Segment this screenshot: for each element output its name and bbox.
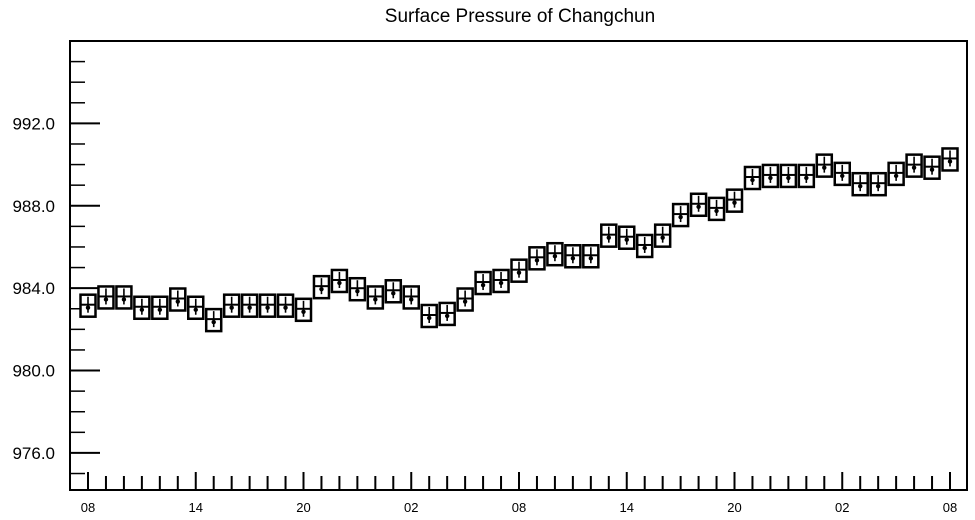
x-tick-label: 08 xyxy=(943,500,957,515)
data-box xyxy=(707,196,726,222)
data-box xyxy=(600,223,618,248)
data-box xyxy=(635,233,654,259)
data-box xyxy=(384,279,403,304)
data-box xyxy=(941,147,959,172)
axis-ticks xyxy=(70,40,951,490)
y-tick-label: 976.0 xyxy=(12,444,55,463)
data-box xyxy=(330,268,349,294)
data-box xyxy=(797,163,816,189)
x-tick-label: 14 xyxy=(620,500,634,515)
data-box xyxy=(546,241,564,267)
data-box xyxy=(294,297,313,323)
box-series xyxy=(79,147,959,333)
data-box xyxy=(743,165,762,191)
x-tick-label: 02 xyxy=(835,500,849,515)
data-box xyxy=(564,244,582,269)
data-box xyxy=(492,268,510,294)
y-tick-label: 980.0 xyxy=(12,362,55,381)
data-box xyxy=(240,293,259,318)
x-tick-label: 08 xyxy=(512,500,526,515)
y-axis-labels: 976.0 980.0 984.0 988.0 992.0 xyxy=(12,114,55,463)
data-box xyxy=(474,270,492,296)
data-box xyxy=(276,293,295,318)
chart-title: Surface Pressure of Changchun xyxy=(385,6,655,27)
data-box xyxy=(312,274,331,300)
data-box xyxy=(851,171,869,197)
data-box xyxy=(456,287,474,312)
data-box xyxy=(151,295,169,321)
y-tick-label: 984.0 xyxy=(12,279,55,298)
data-box xyxy=(653,223,672,248)
data-box xyxy=(869,171,887,197)
data-box xyxy=(618,225,636,250)
data-box xyxy=(258,293,277,318)
data-box xyxy=(204,307,223,333)
data-box xyxy=(222,293,241,318)
data-box xyxy=(582,244,600,269)
data-box xyxy=(169,287,187,312)
data-box xyxy=(923,155,941,180)
data-box xyxy=(779,163,798,189)
x-tick-label: 08 xyxy=(81,500,95,515)
data-box xyxy=(725,188,744,213)
x-tick-label: 14 xyxy=(189,500,203,515)
x-axis-labels: 08 14 20 02 08 14 20 02 08 xyxy=(81,500,957,515)
data-box xyxy=(833,161,851,187)
x-tick-label: 02 xyxy=(404,500,418,515)
data-box xyxy=(79,293,97,318)
data-box xyxy=(510,258,528,283)
data-box xyxy=(348,276,367,302)
data-box xyxy=(761,163,780,189)
data-box xyxy=(671,202,690,228)
data-box xyxy=(905,153,923,178)
data-box xyxy=(366,285,385,310)
y-tick-label: 992.0 xyxy=(12,114,55,133)
data-box xyxy=(815,153,834,178)
data-box xyxy=(133,295,151,321)
data-box xyxy=(887,161,905,187)
data-box xyxy=(689,192,708,218)
data-box xyxy=(402,285,420,310)
x-tick-label: 20 xyxy=(727,500,741,515)
data-box xyxy=(97,285,115,310)
x-tick-label: 20 xyxy=(296,500,310,515)
data-box xyxy=(115,285,133,310)
data-box xyxy=(420,303,438,329)
data-box xyxy=(438,301,456,327)
y-tick-label: 988.0 xyxy=(12,197,55,216)
data-box xyxy=(187,295,205,321)
data-box xyxy=(528,246,546,271)
